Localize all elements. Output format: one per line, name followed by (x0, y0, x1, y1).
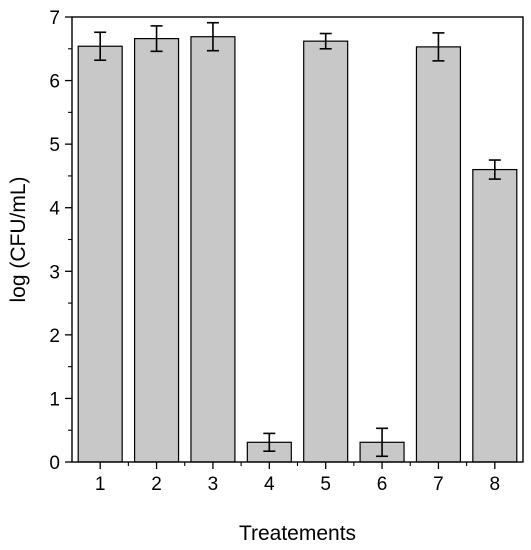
x-tick-label-1: 1 (95, 474, 106, 495)
y-tick-label-0: 0 (49, 453, 60, 474)
y-tick-label-5: 5 (49, 135, 60, 156)
plot-area: 1 2 3 4 5 6 7 8 0 1 2 3 4 5 6 7 (49, 8, 524, 495)
bar-8 (472, 168, 518, 463)
bar-3 (190, 36, 236, 463)
bar-5 (303, 40, 349, 463)
y-tick-label-3: 3 (49, 262, 60, 283)
x-tick-label-3: 3 (208, 474, 219, 495)
y-axis-title: log (CFU/mL) (7, 176, 30, 302)
x-tick-label-4: 4 (264, 474, 275, 495)
plot-frame (71, 16, 524, 463)
y-tick-label-7: 7 (49, 8, 60, 29)
y-tick-label-4: 4 (49, 199, 60, 220)
x-tick-label-2: 2 (151, 474, 162, 495)
x-tick-label-8: 8 (490, 474, 501, 495)
bar-1 (77, 45, 123, 463)
x-tick-label-6: 6 (377, 474, 388, 495)
x-axis-title: Treatements (239, 522, 356, 545)
y-tick-label-6: 6 (49, 72, 60, 93)
bar-2 (133, 38, 180, 463)
x-tick-label-7: 7 (433, 474, 444, 495)
y-tick-label-1: 1 (49, 389, 60, 410)
y-tick-label-2: 2 (49, 326, 60, 347)
x-tick-label-5: 5 (320, 474, 331, 495)
bar-7 (415, 46, 462, 463)
